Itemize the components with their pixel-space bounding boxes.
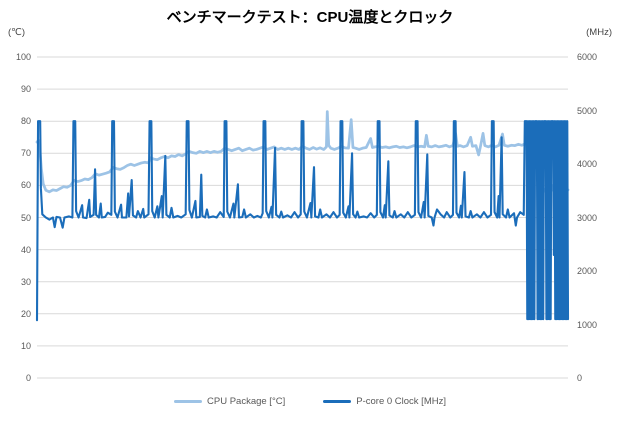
y-axis-tick-left: 40 xyxy=(20,244,31,255)
y-axis-tick-left: 90 xyxy=(20,84,31,95)
y-axis-tick-left: 50 xyxy=(20,212,31,223)
y-axis-tick-right: 0 xyxy=(577,373,583,383)
y-axis-tick-left: 100 xyxy=(15,52,31,62)
legend-label: CPU Package [°C] xyxy=(207,395,286,407)
y-axis-tick-right: 3000 xyxy=(577,212,598,223)
y-axis-tick-right: 6000 xyxy=(577,52,598,62)
right-axis-unit: (MHz) xyxy=(586,27,612,38)
series-line-pcore-clock xyxy=(35,120,570,322)
legend-swatch xyxy=(323,399,352,403)
y-axis-tick-right: 1000 xyxy=(577,319,598,330)
legend: CPU Package [°C] P-core 0 Clock [MHz] xyxy=(0,393,620,409)
left-axis-unit: (℃) xyxy=(8,27,25,38)
y-axis-tick-left: 70 xyxy=(20,148,31,159)
y-axis-tick-left: 10 xyxy=(20,340,31,351)
chart-title: ベンチマークテスト：CPU温度とクロック xyxy=(166,9,454,26)
y-axis-tick-left: 30 xyxy=(20,276,31,287)
y-axis-tick-right: 4000 xyxy=(577,159,598,169)
legend-label: P-core 0 Clock [MHz] xyxy=(356,395,446,407)
y-axis-tick-left: 20 xyxy=(20,308,31,319)
y-axis-tick-left: 80 xyxy=(20,116,31,127)
legend-item-cpu-package: CPU Package [°C] xyxy=(174,396,285,407)
y-axis-tick-right: 2000 xyxy=(577,266,598,276)
legend-swatch xyxy=(174,399,202,403)
y-axis-tick-left: 0 xyxy=(25,373,31,383)
legend-item-pcore-clock: P-core 0 Clock [MHz] xyxy=(323,396,446,407)
y-axis-tick-right: 5000 xyxy=(577,105,598,116)
y-axis-tick-left: 60 xyxy=(20,180,31,191)
